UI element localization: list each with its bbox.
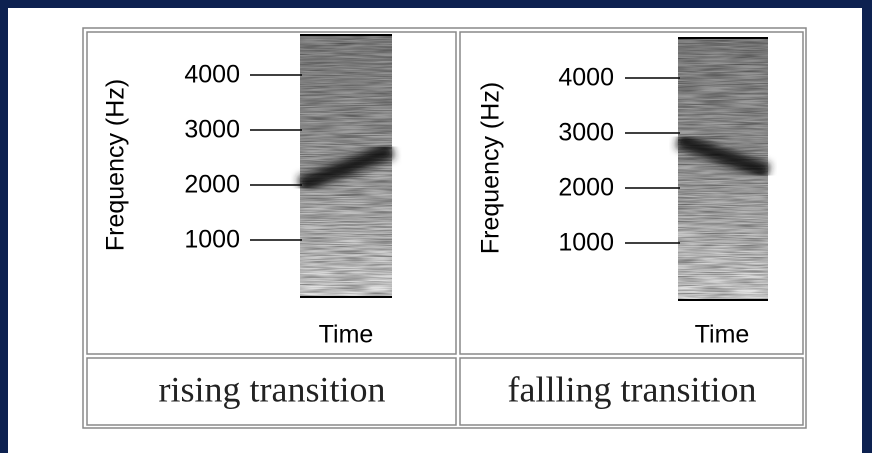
tick-lines <box>250 74 302 241</box>
tick-label: 3000 <box>558 119 614 147</box>
caption: rising transition <box>159 369 386 409</box>
caption: fallling transition <box>508 369 757 409</box>
y-label: Frequency (Hz) <box>102 79 130 251</box>
table <box>82 27 807 429</box>
tick-label: 1000 <box>558 229 614 257</box>
frame-top <box>0 0 872 8</box>
tick-label: 1000 <box>184 226 240 254</box>
x-label: Time <box>319 321 374 349</box>
frame-right <box>862 0 872 453</box>
spectrogram <box>297 34 395 298</box>
tick-label: 4000 <box>558 64 614 92</box>
x-label: Time <box>695 321 750 349</box>
tick-label: 2000 <box>184 171 240 199</box>
frame-left <box>0 0 8 453</box>
tick-label: 2000 <box>558 174 614 202</box>
y-label: Frequency (Hz) <box>477 82 505 254</box>
tick-label: 3000 <box>184 116 240 144</box>
tick-label: 4000 <box>184 61 240 89</box>
spectrogram <box>675 37 771 301</box>
tick-lines <box>625 77 680 244</box>
